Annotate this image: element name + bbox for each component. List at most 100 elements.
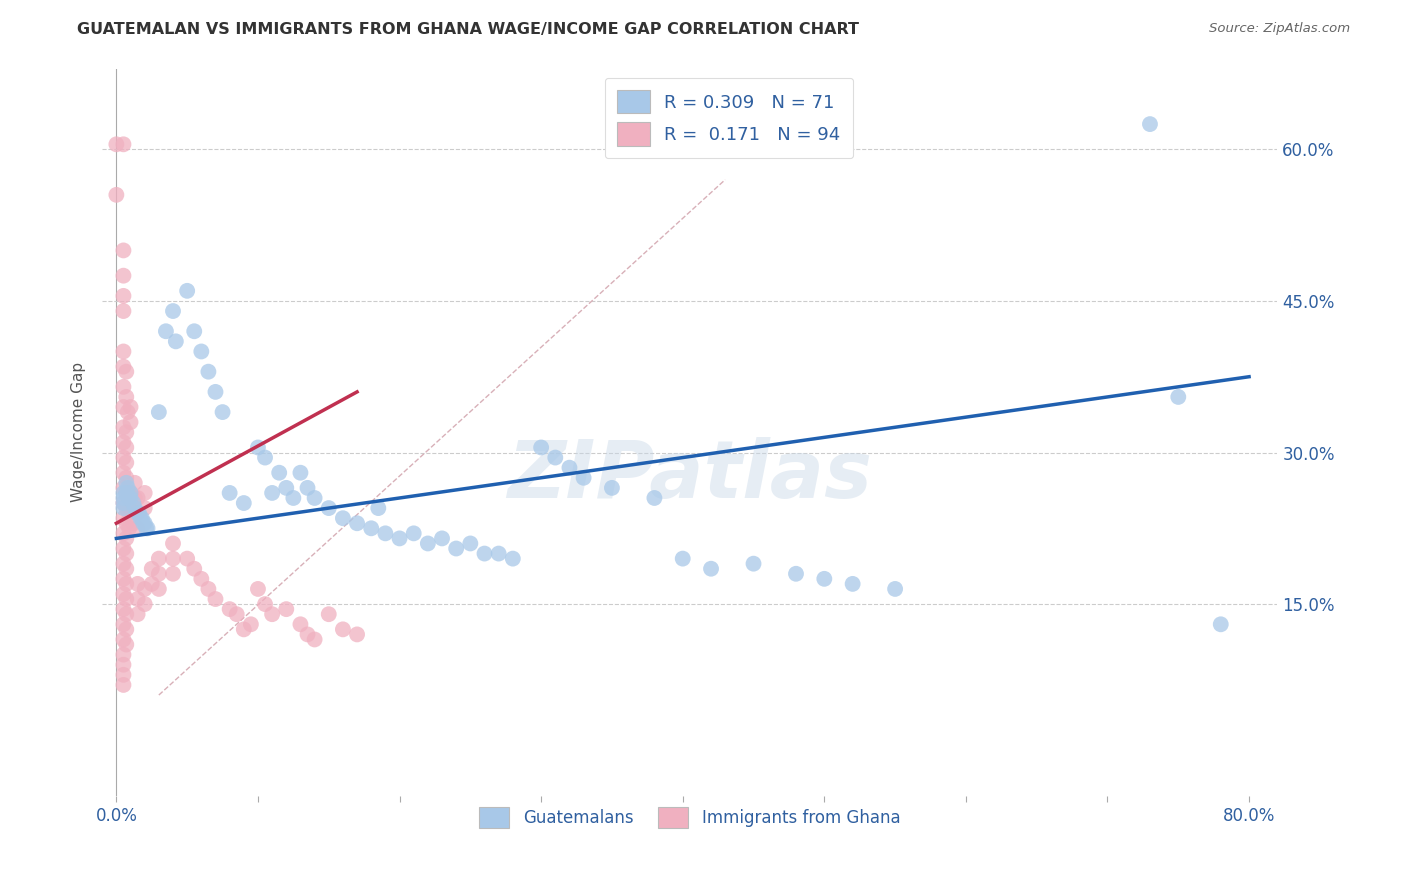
Point [120,415,142,429]
Point [115,475,138,490]
Point [190,344,212,359]
Point [112,657,135,672]
Point [115,365,138,379]
Point [124,475,146,490]
Point [841,577,863,591]
Point [402,526,425,541]
Point [297,627,319,641]
Point [884,582,907,596]
Point [112,557,135,571]
Point [112,541,135,556]
Point [115,501,138,516]
Point [105,137,128,152]
Point [122,496,145,510]
Point [112,289,135,303]
Point [290,466,312,480]
Point [118,491,141,505]
Point [162,551,184,566]
Point [105,187,128,202]
Point [204,592,226,607]
Point [254,450,277,465]
Point [374,526,396,541]
Point [225,607,247,622]
Point [700,562,723,576]
Point [122,516,145,531]
Point [120,400,142,414]
Text: Source: ZipAtlas.com: Source: ZipAtlas.com [1209,22,1350,36]
Point [112,678,135,692]
Point [112,587,135,601]
Point [672,551,695,566]
Point [813,572,835,586]
Point [269,466,291,480]
Point [304,491,326,505]
Point [127,592,149,607]
Point [218,602,240,616]
Point [155,324,177,338]
Point [127,521,149,535]
Point [112,496,135,510]
Point [283,491,305,505]
Point [131,511,153,525]
Point [502,551,524,566]
Point [232,623,254,637]
Point [318,607,340,622]
Point [488,547,510,561]
Point [112,400,135,414]
Point [120,486,142,500]
Point [112,572,135,586]
Point [112,481,135,495]
Point [318,501,340,516]
Point [785,566,807,581]
Point [112,304,135,318]
Point [127,506,149,520]
Point [246,582,269,596]
Point [115,638,138,652]
Point [460,536,482,550]
Point [430,532,453,546]
Point [127,607,149,622]
Point [112,501,135,516]
Point [246,441,269,455]
Point [197,582,219,596]
Point [115,532,138,546]
Point [112,268,135,283]
Text: ZIPatlas: ZIPatlas [508,437,872,515]
Point [332,511,354,525]
Point [297,481,319,495]
Point [367,501,389,516]
Point [148,566,170,581]
Point [115,607,138,622]
Point [572,471,595,485]
Point [112,420,135,434]
Point [128,506,150,520]
Point [120,491,142,505]
Point [1167,390,1189,404]
Point [112,526,135,541]
Point [134,516,156,531]
Point [112,380,135,394]
Point [135,521,157,535]
Point [148,582,170,596]
Point [148,551,170,566]
Point [115,577,138,591]
Point [115,547,138,561]
Point [115,486,138,500]
Point [115,562,138,576]
Point [276,481,298,495]
Point [239,617,262,632]
Point [141,577,163,591]
Point [117,405,139,419]
Point [141,562,163,576]
Point [190,572,212,586]
Point [346,627,368,641]
Point [444,541,467,556]
Point [112,617,135,632]
Point [118,506,141,520]
Point [134,582,156,596]
Point [112,244,135,258]
Point [112,435,135,450]
Point [136,521,159,535]
Point [112,450,135,465]
Point [112,632,135,647]
